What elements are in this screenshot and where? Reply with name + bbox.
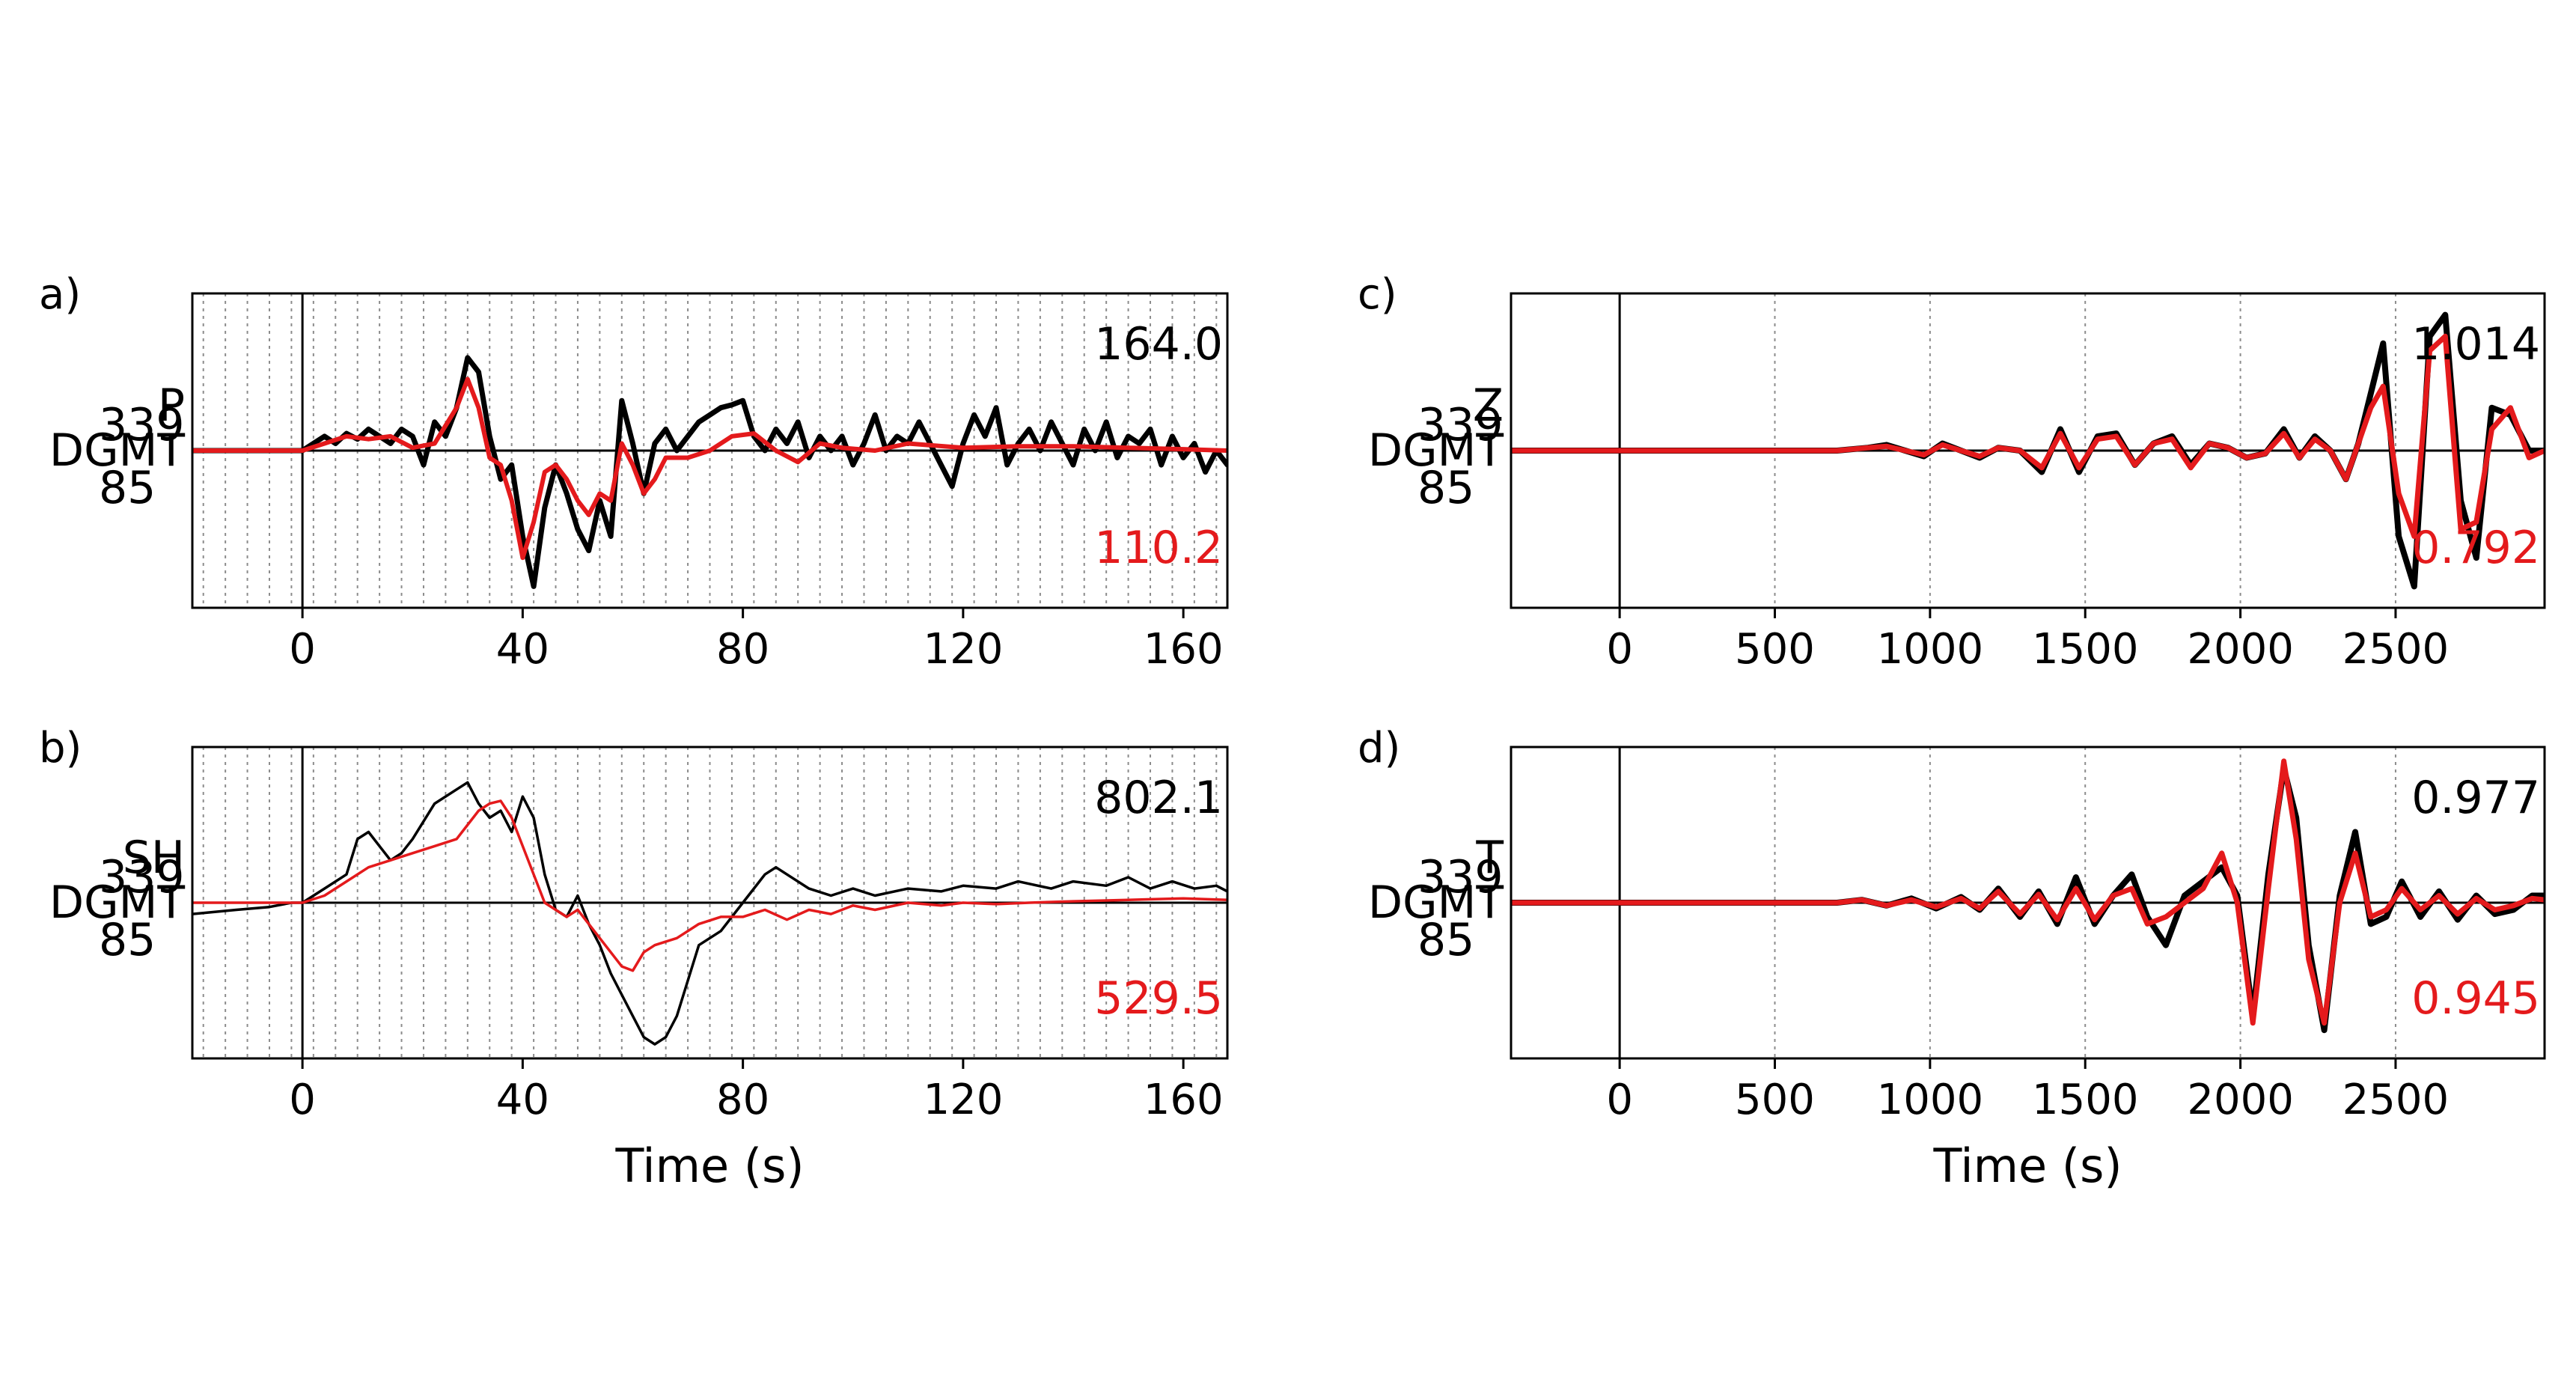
- azimuth-label: 339: [99, 399, 185, 451]
- x-axis-label: Time (s): [614, 1138, 804, 1193]
- x-tick-label: 0: [289, 625, 316, 674]
- x-tick-label: 120: [923, 1076, 1003, 1124]
- x-tick-label: 2500: [2342, 1076, 2450, 1124]
- panel-label: d): [1358, 724, 1400, 772]
- plot-frame: [191, 746, 1229, 1060]
- observed-trace: [1511, 765, 2545, 1034]
- synthetic-trace: [1511, 333, 2545, 539]
- observed-amplitude: 0.977: [2411, 772, 2540, 824]
- distance-label: 85: [1417, 462, 1474, 514]
- panel-label: b): [39, 724, 82, 772]
- observed-trace: [192, 355, 1227, 589]
- x-tick-label: 0: [1606, 1076, 1633, 1124]
- observed-trace: [192, 781, 1227, 1046]
- x-tick-label: 500: [1735, 625, 1815, 674]
- synthetic-trace: [1511, 758, 2545, 1026]
- phase-label: SH: [123, 832, 185, 884]
- station-label: DGMT: [1368, 424, 1504, 477]
- synthetic-amplitude: 0.792: [2411, 522, 2540, 574]
- x-tick-label: 40: [496, 625, 549, 674]
- traces: [192, 781, 1227, 1046]
- x-tick-label: 2000: [2187, 1076, 2294, 1124]
- panel-label: a): [39, 270, 81, 319]
- x-tick-label: 160: [1144, 625, 1224, 674]
- x-tick-label: 120: [923, 625, 1003, 674]
- observed-amplitude: 164.0: [1094, 318, 1223, 371]
- x-tick-label: 80: [716, 1076, 769, 1124]
- plot-frame: [1510, 292, 2546, 609]
- phase-label: Z: [1473, 379, 1504, 432]
- traces: [1511, 311, 2545, 590]
- x-tick-label: 80: [716, 625, 769, 674]
- x-tick-label: 1000: [1877, 625, 1984, 674]
- synthetic-amplitude: 0.945: [2411, 972, 2540, 1025]
- azimuth-label: 339: [1417, 851, 1504, 903]
- azimuth-label: 339: [99, 851, 185, 903]
- phase-label: T: [1475, 832, 1504, 884]
- synthetic-amplitude: 110.2: [1094, 522, 1223, 574]
- plot-frame: [1510, 746, 2546, 1060]
- panel-label: c): [1358, 270, 1397, 319]
- x-tick-label: 2000: [2187, 625, 2294, 674]
- x-tick-label: 1500: [2032, 1076, 2139, 1124]
- synthetic-trace: [192, 799, 1227, 972]
- observed-amplitude: 802.1: [1094, 772, 1223, 824]
- plot-frame: [191, 292, 1229, 609]
- station-label: DGMT: [49, 424, 185, 477]
- x-tick-label: 500: [1735, 1076, 1815, 1124]
- x-tick-label: 2500: [2342, 625, 2450, 674]
- x-tick-label: 0: [289, 1076, 316, 1124]
- traces: [1511, 758, 2545, 1034]
- x-tick-label: 0: [1606, 625, 1633, 674]
- observed-amplitude: 1.014: [2411, 318, 2540, 371]
- synthetic-amplitude: 529.5: [1094, 972, 1223, 1025]
- distance-label: 85: [99, 462, 156, 514]
- distance-label: 85: [99, 914, 156, 966]
- distance-label: 85: [1417, 914, 1474, 966]
- x-tick-label: 1500: [2032, 625, 2139, 674]
- station-label: DGMT: [49, 877, 185, 929]
- x-tick-label: 160: [1144, 1076, 1224, 1124]
- x-tick-label: 1000: [1877, 1076, 1984, 1124]
- azimuth-label: 339: [1417, 399, 1504, 451]
- traces: [192, 355, 1227, 589]
- phase-label: P: [158, 379, 185, 432]
- station-label: DGMT: [1368, 877, 1504, 929]
- x-tick-label: 40: [496, 1076, 549, 1124]
- synthetic-trace: [192, 377, 1227, 561]
- x-axis-label: Time (s): [1932, 1138, 2122, 1193]
